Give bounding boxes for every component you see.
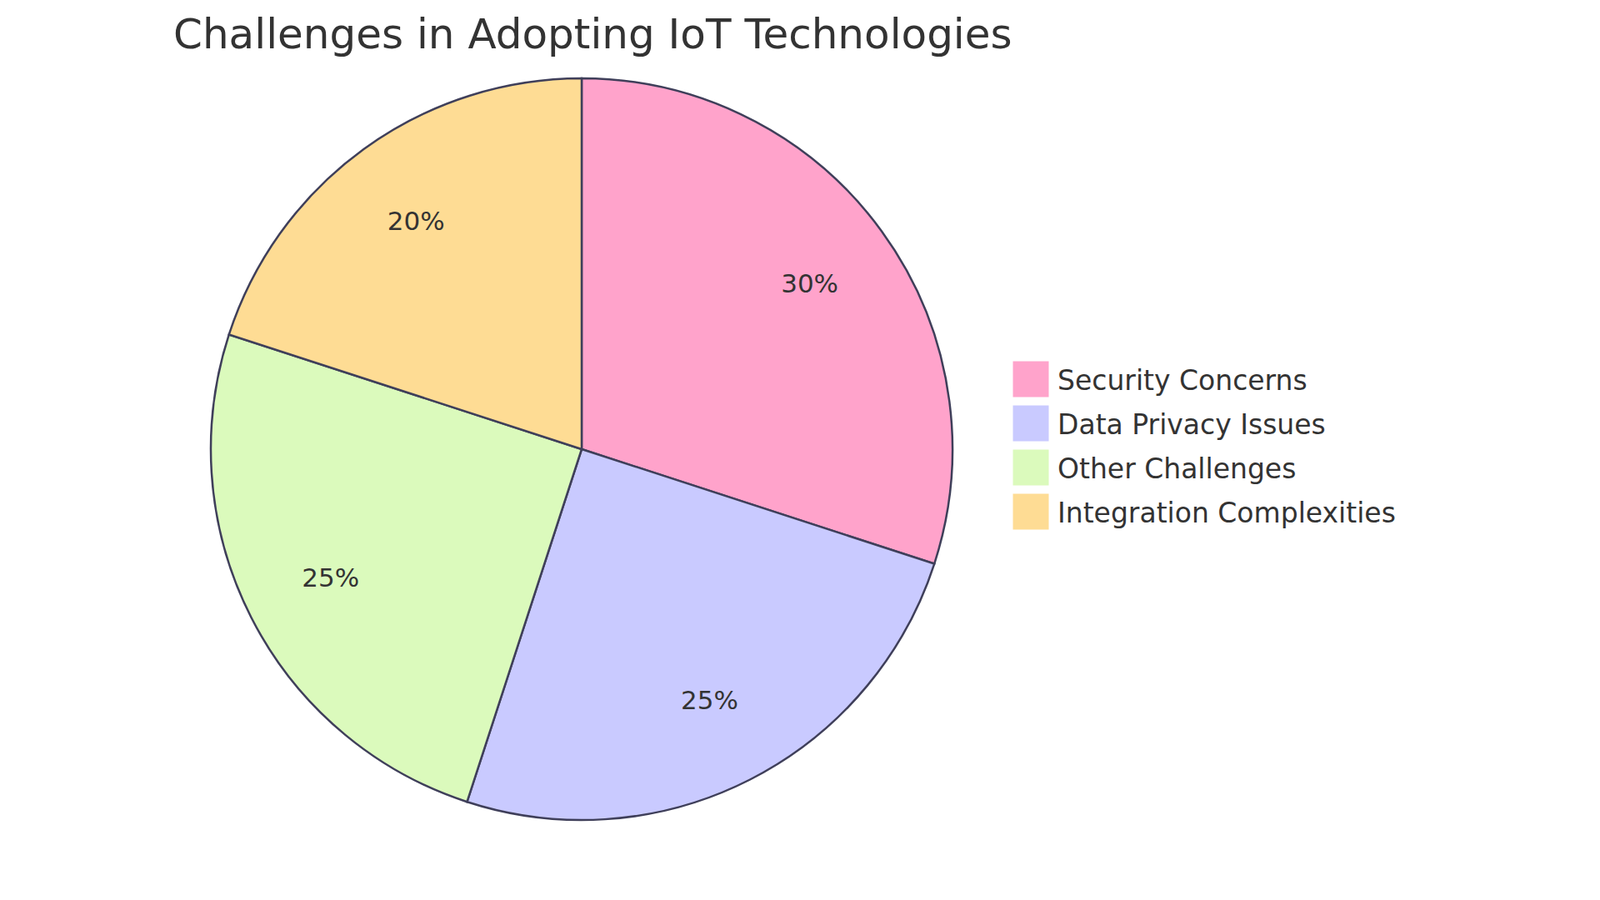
legend-swatch <box>1012 405 1050 442</box>
legend-label: Security Concerns <box>1057 364 1308 397</box>
data-label: 25% <box>301 562 360 593</box>
data-label: 25% <box>680 685 739 715</box>
legend-label: Other Challenges <box>1057 452 1296 485</box>
legend-swatch <box>1012 493 1050 530</box>
pie-slices <box>210 78 953 820</box>
pie-slice <box>229 78 582 450</box>
chart-title: Challenges in Adopting IoT Technologies <box>173 10 1013 59</box>
data-label: 20% <box>387 205 445 236</box>
data-labels: 30% 25% 25% 20% <box>301 205 839 715</box>
legend: Security Concerns Data Privacy Issues Othe… <box>1012 360 1396 530</box>
legend-swatch <box>1012 360 1050 398</box>
legend-label: Data Privacy Issues <box>1057 408 1326 441</box>
legend-swatch <box>1012 449 1050 486</box>
data-label: 30% <box>780 268 839 299</box>
chart-svg: Challenges in Adopting IoT Technologies 3… <box>0 0 1600 900</box>
legend-label: Integration Complexities <box>1057 496 1396 530</box>
chart-container: Challenges in Adopting IoT Technologies 3… <box>0 0 1600 900</box>
